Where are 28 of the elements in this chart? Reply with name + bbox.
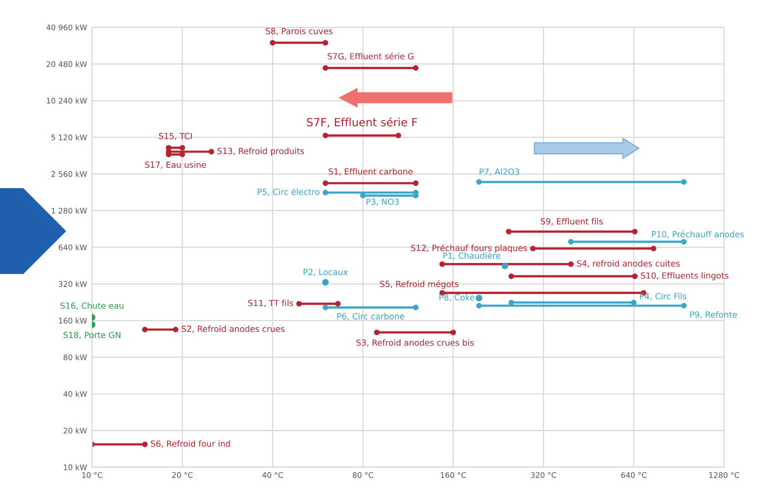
series-label: P7, Al2O3 xyxy=(480,168,520,176)
series-label: S5, Refroid mégots xyxy=(380,280,458,289)
series-label: S8, Parois cuves xyxy=(266,28,332,36)
series-label: P1, Chaudière xyxy=(443,252,500,260)
series-label: S15, TCI xyxy=(158,132,192,140)
series-label: S4, refroid anodes cuites xyxy=(577,260,680,268)
series-label: S6, Refroid four ind xyxy=(150,440,230,448)
series-label: S2, Refroid anodes crues xyxy=(182,326,284,333)
series-label: S7G, Effluent série G xyxy=(328,52,414,60)
series-label: S12, Préchauf fours plaques xyxy=(411,244,527,253)
series-label: P10, Préchauff anodes xyxy=(652,230,744,238)
series-label: S1, Effluent carbone xyxy=(328,168,413,176)
series-label: S13, Refroid produits xyxy=(218,148,304,156)
series-label: S3, Refroid anodes crues bis xyxy=(356,339,474,347)
series-label: P3, NO3 xyxy=(366,198,399,206)
series-label: P5, Circ électro xyxy=(258,188,320,196)
series-label: S16, Chute eau xyxy=(60,302,124,310)
series-label: S17, Eau usine xyxy=(145,161,206,169)
series-label: S9, Effluent fils xyxy=(540,218,603,226)
series-label: P6, Circ carbone xyxy=(337,313,404,320)
series-label: S7F, Effluent série F xyxy=(306,117,417,128)
series-label: P9, Refonte xyxy=(690,311,737,319)
series-label: S11, TT fils xyxy=(248,300,294,307)
series-label: S10, Effluents lingots xyxy=(640,272,728,280)
series-label: S18, Porte GN xyxy=(64,332,120,339)
series-label: P4, Circ Fils xyxy=(640,292,686,300)
series-label: P2, Locaux xyxy=(304,268,348,276)
series-label: P8, Coke xyxy=(439,294,474,302)
